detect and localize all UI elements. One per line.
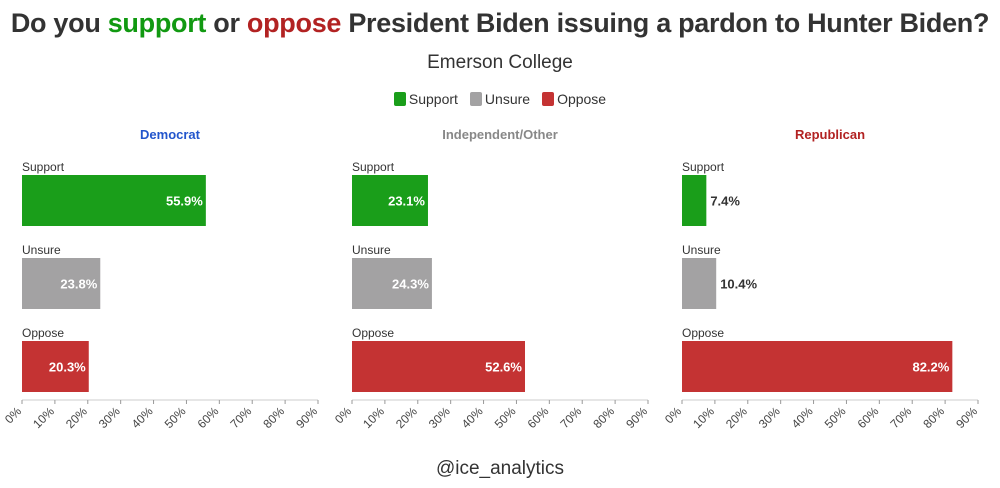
x-tick-label-independent-other: 20% — [393, 404, 420, 431]
category-label-unsure: Unsure — [352, 243, 391, 257]
data-label-democrat-unsure: 23.8% — [60, 277, 97, 292]
x-tick-label-republican: 40% — [789, 404, 816, 431]
bar-republican-support — [682, 175, 707, 226]
x-tick-label-republican: 80% — [920, 404, 947, 431]
x-tick-label-democrat: 0% — [2, 404, 24, 426]
bar-democrat-oppose — [22, 341, 89, 392]
x-tick-label-democrat: 60% — [195, 404, 222, 431]
legend-swatch-unsure — [469, 92, 482, 106]
x-tick-label-democrat: 10% — [30, 404, 57, 431]
x-tick-label-republican: 50% — [822, 404, 849, 431]
legend-label-unsure: Unsure — [484, 91, 531, 107]
x-tick-label-independent-other: 70% — [557, 404, 584, 431]
title-word-oppose: oppose — [246, 8, 342, 38]
x-tick-label-independent-other: 50% — [492, 404, 519, 431]
x-tick-label-republican: 30% — [756, 404, 783, 431]
bar-democrat-unsure — [22, 258, 101, 309]
data-label-republican-unsure: 10.4% — [720, 277, 757, 292]
x-tick-label-independent-other: 40% — [459, 404, 486, 431]
bar-independent-other-oppose — [352, 341, 525, 392]
panel-title-democrat: Democrat — [140, 127, 201, 142]
x-tick-label-democrat: 70% — [227, 404, 254, 431]
x-tick-label-republican: 20% — [723, 404, 750, 431]
category-label-support: Support — [682, 160, 725, 174]
title-suffix: President Biden issuing a pardon to Hunt… — [341, 8, 990, 38]
legend-label-oppose: Oppose — [557, 91, 607, 107]
category-label-unsure: Unsure — [682, 243, 721, 257]
data-label-independent-other-unsure: 24.3% — [392, 277, 429, 292]
x-tick-label-independent-other: 90% — [623, 404, 650, 431]
x-tick-label-democrat: 40% — [129, 404, 156, 431]
legend-swatch-support — [393, 92, 406, 106]
x-tick-label-republican: 60% — [855, 404, 882, 431]
caption-handle: @ice_analytics — [435, 458, 565, 479]
x-tick-label-democrat: 80% — [260, 404, 287, 431]
category-label-oppose: Oppose — [352, 326, 394, 340]
panel-title-republican: Republican — [795, 127, 865, 142]
bar-independent-other-unsure — [352, 258, 432, 309]
category-label-oppose: Oppose — [682, 326, 724, 340]
chart-subtitle: Emerson College — [427, 52, 573, 73]
x-tick-label-independent-other: 0% — [332, 404, 354, 426]
data-label-democrat-support: 55.9% — [166, 194, 203, 209]
category-label-unsure: Unsure — [22, 243, 61, 257]
data-label-republican-support: 7.4% — [710, 194, 740, 209]
data-label-independent-other-oppose: 52.6% — [485, 360, 522, 375]
title-middle: or — [206, 8, 247, 38]
bar-republican-unsure — [682, 258, 717, 309]
x-tick-label-democrat: 30% — [96, 404, 123, 431]
x-tick-label-independent-other: 10% — [360, 404, 387, 431]
data-label-independent-other-support: 23.1% — [388, 194, 425, 209]
title-prefix: Do you — [10, 8, 108, 38]
legend-label-support: Support — [408, 91, 458, 107]
x-tick-label-republican: 90% — [953, 404, 980, 431]
x-tick-label-republican: 70% — [887, 404, 914, 431]
category-label-support: Support — [22, 160, 65, 174]
legend-item-unsure: Unsure — [469, 91, 531, 107]
x-tick-label-independent-other: 30% — [426, 404, 453, 431]
legend: Support Unsure Oppose — [0, 91, 1000, 107]
bar-republican-oppose — [682, 341, 953, 392]
x-tick-label-republican: 10% — [690, 404, 717, 431]
x-tick-label-independent-other: 60% — [525, 404, 552, 431]
category-label-oppose: Oppose — [22, 326, 64, 340]
panel-title-independent-other: Independent/Other — [442, 127, 558, 142]
chart-title: Do you support or oppose President Biden… — [0, 8, 1000, 39]
x-tick-label-democrat: 20% — [63, 404, 90, 431]
data-label-republican-oppose: 82.2% — [912, 360, 949, 375]
bar-democrat-support — [22, 175, 206, 226]
bar-independent-other-support — [352, 175, 428, 226]
legend-item-oppose: Oppose — [542, 91, 606, 107]
x-tick-label-democrat: 90% — [293, 404, 320, 431]
category-label-support: Support — [352, 160, 395, 174]
x-tick-label-independent-other: 80% — [590, 404, 617, 431]
legend-item-support: Support — [393, 91, 458, 107]
x-tick-label-republican: 0% — [662, 404, 684, 426]
data-label-democrat-oppose: 20.3% — [49, 360, 86, 375]
x-tick-label-democrat: 50% — [162, 404, 189, 431]
legend-swatch-oppose — [542, 92, 555, 106]
title-word-support: support — [107, 8, 207, 38]
